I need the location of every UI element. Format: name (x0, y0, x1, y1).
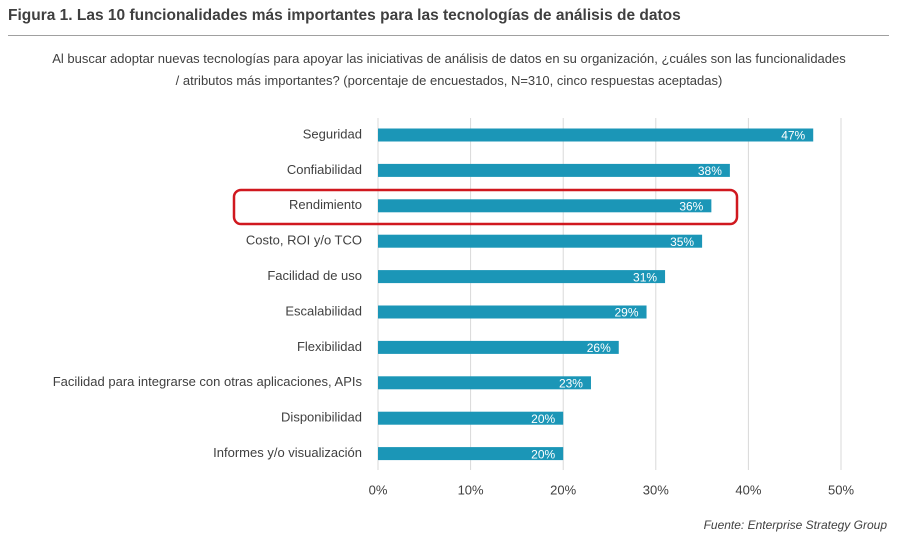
highlight-box (232, 188, 739, 226)
y-tick-label: Costo, ROI y/o TCO (246, 233, 362, 248)
x-tick-label: 0% (369, 482, 388, 497)
value-label: 20% (531, 412, 555, 426)
bar (378, 376, 591, 390)
value-label: 36% (679, 199, 703, 213)
x-tick-label: 30% (643, 482, 669, 497)
x-tick-label: 20% (550, 482, 576, 497)
bar (378, 305, 647, 319)
bar (378, 128, 814, 142)
y-tick-label: Facilidad de uso (267, 268, 362, 283)
bar (378, 234, 703, 248)
x-tick-label: 10% (458, 482, 484, 497)
y-tick-label: Rendimiento (289, 197, 362, 212)
bar (378, 340, 619, 354)
value-label: 47% (781, 129, 805, 143)
y-tick-label: Informes y/o visualización (213, 445, 362, 460)
y-tick-label: Escalabilidad (285, 303, 362, 318)
bar (378, 199, 712, 213)
title-rule (8, 35, 889, 36)
value-label: 38% (698, 164, 722, 178)
y-tick-label: Flexibilidad (297, 339, 362, 354)
bar (378, 163, 730, 177)
y-tick-label: Facilidad para integrarse con otras apli… (53, 374, 363, 389)
value-label: 20% (531, 447, 555, 461)
y-tick-label: Disponibilidad (281, 410, 362, 425)
x-tick-label: 40% (735, 482, 761, 497)
value-label: 29% (615, 306, 639, 320)
chart-subtitle: Al buscar adoptar nuevas tecnologías par… (52, 51, 846, 88)
source: Fuente: Enterprise Strategy Group (703, 518, 887, 532)
y-tick-label: Confiabilidad (287, 162, 362, 177)
value-label: 35% (670, 235, 694, 249)
bar (378, 270, 666, 284)
bar (378, 447, 564, 461)
bar (378, 411, 564, 425)
y-tick-label: Seguridad (303, 126, 362, 141)
chart-title: Figura 1. Las 10 funcionalidades más imp… (8, 7, 681, 24)
value-label: 23% (559, 376, 583, 390)
value-label: 31% (633, 270, 657, 284)
value-label: 26% (587, 341, 611, 355)
x-tick-label: 50% (828, 482, 854, 497)
